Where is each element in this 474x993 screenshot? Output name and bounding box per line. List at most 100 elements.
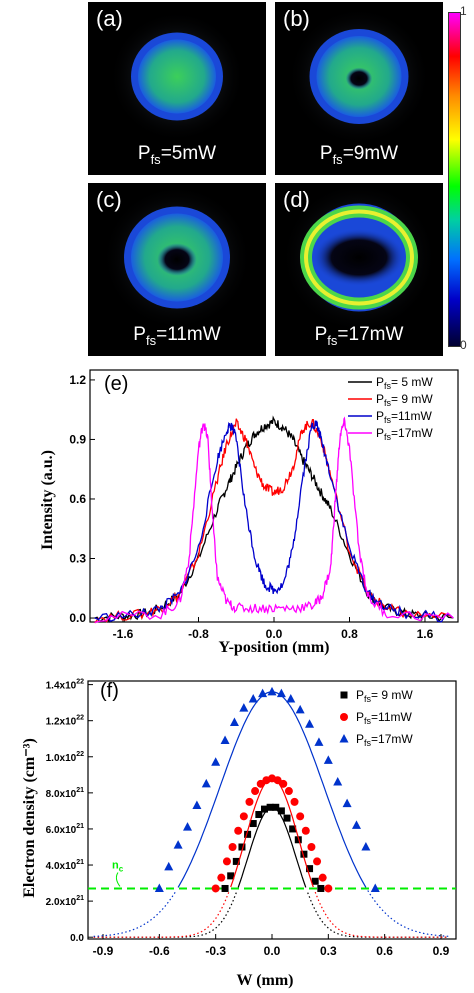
data-point [221,884,229,892]
data-point [300,850,308,858]
panel-label-e: (e) [104,373,128,395]
beam-image-c [102,184,252,331]
data-point [211,884,220,893]
y-tick-label: 1.2 [69,373,86,387]
data-point [284,787,293,796]
x-tick-label: 0.6 [376,944,393,958]
data-point [301,826,310,835]
data-point [296,812,305,821]
x-tick-label: 0.8 [341,627,358,641]
x-tick-label: 0.0 [266,627,283,641]
data-point [333,777,343,786]
panel-label-a: (a) [96,6,123,31]
intensity-profile-chart: -1.6 -0.8 0.0 0.8 1.6 0.0 0.3 0.6 0.9 1.2 Pfs= 5 m… [39,369,459,656]
data-point [289,825,297,833]
beam-image-d [281,183,437,334]
data-point [222,857,231,866]
x-axis-label: W (mm) [236,972,293,989]
data-point [311,877,319,885]
intensity-colorbar [448,12,461,347]
x-tick-label: 1.6 [417,627,434,641]
data-point [314,737,324,746]
legend-marker [339,734,349,743]
data-point [361,841,371,851]
data-point [283,814,291,822]
data-point [323,755,333,764]
fit-curve-extrapolated [93,892,237,938]
legend-entry: Pfs=11mW [376,409,432,425]
beam-hole [345,67,373,90]
y-tick-label: 4.0x1021 [46,859,84,872]
beam-panel-b: (b) Pfs=9mW [275,2,443,175]
legend-marker [340,691,348,699]
x-tick-label: 0.9 [433,944,450,958]
fit-curve [177,691,367,888]
data-point [245,797,254,806]
beam-hole [313,228,405,287]
data-point [279,779,288,788]
x-tick-label: -1.6 [113,627,134,641]
data-point [164,861,174,871]
data-point [370,883,380,892]
data-point [276,688,286,698]
data-point [305,719,315,728]
data-point [313,857,322,866]
data-point [307,842,316,851]
data-point [272,803,280,811]
colorbar-min-label: 0 [460,338,467,352]
data-point [234,826,243,835]
data-point [260,805,268,813]
threshold-pointer [115,872,121,887]
data-point [244,830,252,838]
data-point [201,778,211,788]
power-caption-a: Pfs=5mW [137,143,217,167]
y-tick-label: 6.0x1021 [46,823,84,836]
threshold-label: nc [112,859,124,873]
power-caption-c: Pfs=11mW [133,324,221,348]
data-point [211,757,221,766]
fit-curve-extrapolated [93,891,230,938]
data-point [154,883,164,892]
x-tick-label: 0.3 [320,944,337,958]
power-caption-b: Pfs=9mW [319,143,399,167]
fit-curve-extrapolated [367,890,449,937]
plot-frame [89,369,459,623]
y-tick-label: 0.3 [69,552,86,566]
fit-curve-extrapolated [93,890,177,937]
x-axis-label: Y-position (mm) [219,639,330,656]
data-point [239,703,249,712]
data-point [220,735,230,745]
data-point [183,822,193,831]
y-tick-label: 1.0x1022 [46,751,84,764]
beam-ring-highlight [304,209,414,306]
data-point [248,694,258,703]
y-tick-label: 1.2x1022 [46,715,84,728]
data-point [232,857,240,865]
x-tick-label: -0.3 [205,944,226,958]
y-tick-label: 0.9 [69,432,86,446]
series-line [94,420,454,623]
data-point [266,803,274,811]
data-point [251,787,260,796]
data-point [173,840,183,849]
legend-entry: Pfs= 9 mW [376,392,433,408]
data-point [255,811,263,819]
legend-entry: Pfs=17mW [376,426,433,442]
panel-label-f: (f) [100,680,119,702]
beam-panel-c: (c) Pfs=11mW [88,183,266,356]
y-axis-label: Electron density (cm⁻³) [21,738,38,898]
beam-panel-d: (d) Pfs=17mW [275,183,443,356]
legend-entry: Pfs= 5 mW [376,375,433,391]
y-tick-label: 0.0 [69,611,86,625]
data-point [258,688,268,698]
beam-image-a [109,10,245,143]
y-tick-label: 1.4x1022 [46,679,84,692]
data-point [277,807,285,815]
data-point [217,873,226,882]
data-point [290,797,299,806]
data-point [294,836,302,844]
y-tick-label: 0.0 [70,933,84,944]
panel-label-d: (d) [283,187,310,212]
data-point [239,812,248,821]
data-point [192,800,202,809]
